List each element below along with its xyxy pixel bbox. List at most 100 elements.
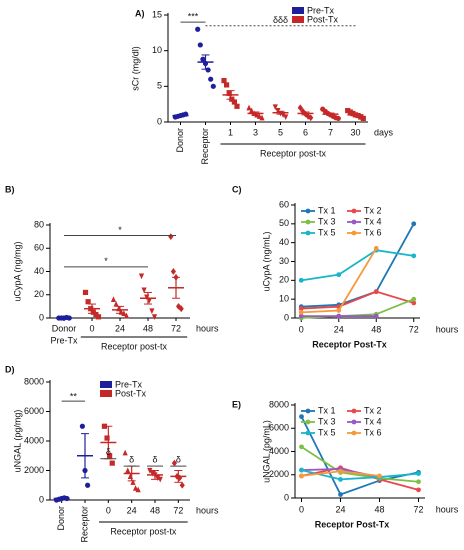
data-point: [122, 449, 128, 456]
data-point: [373, 313, 379, 319]
data-point: [338, 492, 343, 497]
unit-label: hours: [436, 504, 459, 514]
x-axis-label: Receptor Post-Tx: [312, 339, 387, 349]
group-label: Receptor post-tx: [110, 526, 177, 536]
y-axis-label: uNGAL (pg/mg): [12, 410, 22, 473]
data-point: [224, 82, 230, 88]
y-tick-label: 0: [39, 312, 44, 322]
significance-label: ***: [188, 12, 199, 22]
x-tick-label: 1: [228, 127, 233, 137]
unit-label: days: [374, 127, 394, 137]
data-point: [234, 103, 240, 109]
y-tick-label: 4000: [269, 446, 289, 456]
x-tick-label: 0: [106, 505, 111, 515]
legend-label: Tx 6: [364, 427, 382, 437]
line: [301, 249, 414, 282]
y-tick-label: 80: [34, 219, 44, 229]
x-tick-label: 48: [371, 324, 381, 334]
line: [301, 298, 415, 319]
data-point: [168, 233, 174, 241]
data-point: [176, 302, 182, 310]
legend-swatch: [292, 7, 304, 14]
line: [301, 469, 419, 481]
y-tick-label: 15: [152, 9, 162, 19]
data-point: [299, 473, 304, 479]
data-point: [179, 481, 185, 489]
legend-label: Tx 2: [364, 405, 382, 415]
data-point: [82, 289, 89, 296]
significance-label: δ: [152, 454, 157, 464]
x-tick-label: 72: [171, 323, 181, 333]
x-tick-label: Donor: [52, 323, 77, 333]
data-point: [123, 312, 130, 319]
significance-label: δδδ: [273, 15, 288, 25]
data-point: [298, 306, 304, 311]
data-point: [373, 289, 379, 295]
legend-swatch: [351, 430, 357, 436]
data-point: [335, 115, 341, 122]
data-point: [107, 453, 113, 459]
data-point: [272, 104, 278, 111]
data-point: [125, 467, 131, 474]
legend-label: Tx 1: [318, 405, 336, 415]
data-point: [411, 221, 417, 227]
data-point: [377, 473, 382, 479]
y-tick-label: 4000: [24, 435, 44, 445]
panel-label: B): [5, 184, 15, 194]
x-tick-label: 72: [409, 324, 419, 334]
x-tick-label: 3: [253, 127, 258, 137]
data-point: [305, 112, 311, 120]
x-sublabel: Pre-Tx: [51, 335, 79, 345]
legend-label: Tx 4: [364, 216, 382, 226]
data-point: [299, 414, 304, 420]
data-point: [338, 477, 343, 482]
legend-swatch: [100, 381, 112, 388]
significance-label: δ: [106, 447, 111, 457]
data-point: [135, 486, 141, 493]
group-label: Receptor post-tx: [101, 341, 168, 351]
data-point: [104, 435, 110, 441]
data-point: [95, 314, 102, 320]
data-point: [336, 272, 342, 278]
x-tick-label: Receptor: [200, 128, 210, 165]
y-axis-label: uNGAL (pg/mL): [261, 420, 271, 483]
data-point: [297, 104, 303, 112]
legend-swatch: [305, 208, 311, 214]
legend-swatch: [351, 219, 357, 225]
data-point: [138, 273, 145, 280]
y-axis-label: sCr (mg/dl): [130, 46, 140, 91]
legend-swatch: [351, 208, 357, 214]
x-axis-label: Receptor Post-Tx: [315, 519, 390, 529]
y-tick-label: 2000: [269, 469, 289, 479]
legend-swatch: [305, 230, 311, 236]
significance-label: δ: [176, 454, 181, 464]
significance-label: δ: [129, 454, 134, 464]
y-tick-label: 60: [34, 243, 44, 253]
data-point: [221, 78, 227, 84]
data-point: [109, 460, 115, 466]
legend-label: Pre-Tx: [115, 379, 143, 389]
y-tick-label: 30: [279, 256, 289, 266]
data-point: [256, 113, 262, 119]
legend-label: Tx 3: [318, 416, 336, 426]
data-point: [416, 471, 421, 476]
data-point: [298, 313, 304, 319]
legend-label: Pre-Tx: [307, 5, 335, 15]
data-point: [149, 470, 155, 477]
x-tick-label: 48: [143, 323, 153, 333]
legend-swatch: [305, 219, 311, 225]
data-point: [373, 245, 379, 251]
y-tick-label: 40: [279, 237, 289, 247]
y-tick-label: 40: [34, 266, 44, 276]
legend-label: Tx 5: [318, 427, 336, 437]
data-point: [147, 467, 153, 474]
y-tick-label: 10: [152, 45, 162, 55]
y-tick-label: 6000: [269, 423, 289, 433]
y-axis-label: uCypA (ng/mg): [12, 241, 22, 301]
unit-label: hours: [196, 323, 219, 333]
data-point: [157, 476, 163, 483]
x-tick-label: Donor: [56, 506, 66, 531]
x-tick-label: 0: [299, 324, 304, 334]
panel: D) 0 2000 4000 6000 8000 uNGAL (pg/mg) Donor Rec…: [5, 364, 219, 542]
x-tick-label: 7: [328, 127, 333, 137]
